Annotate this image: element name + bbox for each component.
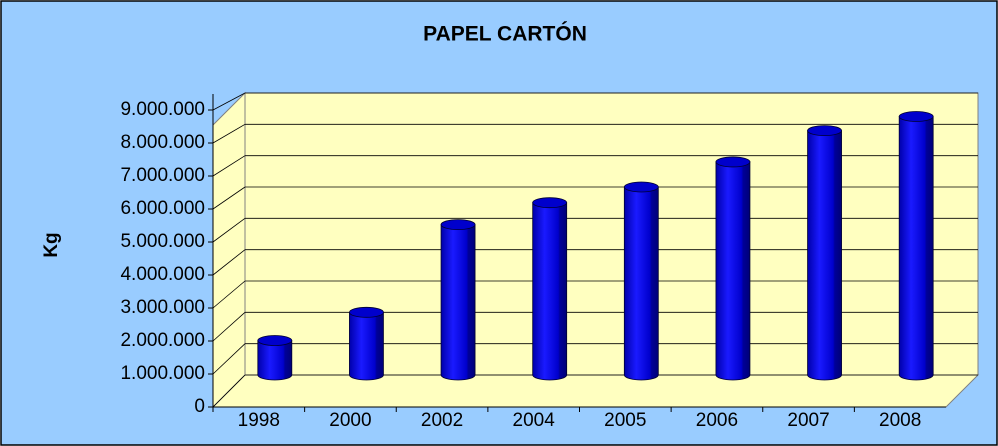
bar	[623, 181, 659, 381]
grid-line	[212, 280, 246, 309]
floor	[211, 374, 980, 408]
y-tick-label: 5.000.000	[120, 231, 205, 252]
bar	[715, 156, 751, 381]
x-tick-label: 2004	[513, 410, 556, 431]
x-tick-label: 2006	[696, 410, 738, 431]
grid-line	[212, 374, 246, 408]
grid-line	[212, 343, 246, 375]
x-tick-label: 1998	[238, 410, 280, 431]
x-tick-label: 2000	[329, 410, 371, 431]
y-tick-label: 2.000.000	[120, 330, 205, 351]
y-tick-label: 8.000.000	[120, 132, 205, 153]
grid-line	[212, 249, 246, 276]
x-tick-label: 2008	[879, 410, 921, 431]
grid-line	[212, 312, 246, 342]
bar	[440, 219, 476, 381]
y-tick-label: 1.000.000	[120, 363, 205, 384]
grid-line	[212, 123, 246, 144]
grid-line	[212, 218, 246, 243]
grid-line	[212, 92, 246, 111]
x-tick-label: 2005	[604, 410, 646, 431]
bar	[807, 125, 842, 381]
bar	[532, 197, 568, 381]
bar	[349, 306, 384, 381]
y-tick-label: 0	[194, 396, 205, 417]
y-axis-label: Kg	[41, 232, 62, 257]
y-tick-label: 7.000.000	[120, 165, 205, 186]
x-tick-label: 2007	[787, 410, 829, 431]
bar	[257, 335, 293, 381]
y-tick-label: 9.000.000	[120, 99, 205, 120]
x-tick-label: 2002	[421, 410, 463, 431]
y-tick-label: 4.000.000	[120, 264, 205, 285]
y-tick-label: 6.000.000	[120, 198, 205, 219]
chart-title: PAPEL CARTÓN	[423, 22, 587, 46]
y-tick-label: 3.000.000	[120, 297, 205, 318]
bar	[898, 111, 934, 381]
grid-line	[212, 186, 246, 210]
grid-line	[212, 155, 246, 177]
